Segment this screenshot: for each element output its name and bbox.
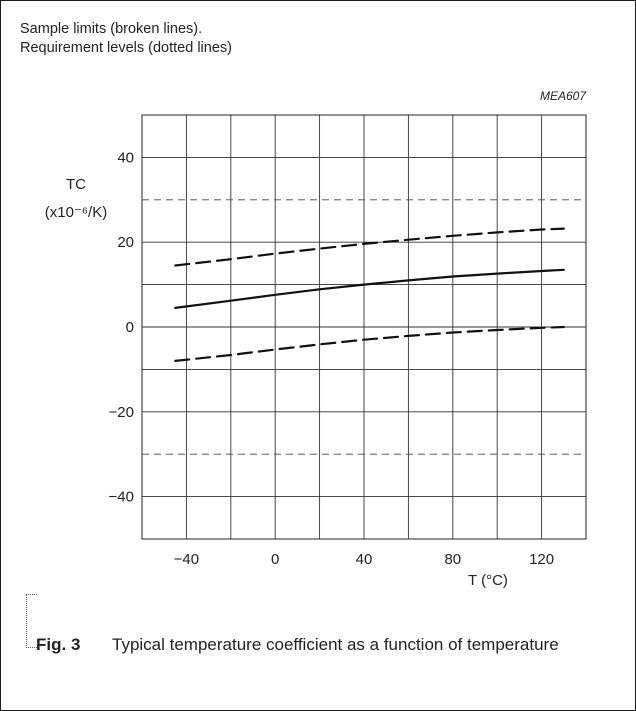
y-axis-label: TC [66,176,86,193]
x-tick-label: 40 [356,551,373,568]
figure-caption: Fig. 3 Typical temperature coefficient a… [36,634,596,656]
sample-limit-line [174,325,565,362]
series-lines [174,227,565,362]
y-axis-unit: (x10⁻⁶/K) [45,204,107,221]
chart-code: MEA607 [540,89,587,103]
sample-limit-line [174,227,565,267]
y-tick-label: 40 [117,149,134,166]
requirement-levels [142,199,586,455]
x-tick-labels: −40 0 40 80 120 [174,551,554,568]
typical-line [174,268,565,309]
grid [141,114,587,540]
note-sample-limits: Sample limits (broken lines). [20,21,203,37]
x-tick-label: 0 [271,551,279,568]
x-tick-label: 80 [444,551,461,568]
caption-fig-label: Fig. 3 [36,635,81,654]
y-tick-label: 20 [117,234,134,251]
y-tick-labels: −40 −20 0 20 40 [109,149,134,505]
y-tick-label: 0 [126,319,134,336]
x-axis-label: T (°C) [468,572,508,589]
y-tick-label: −20 [109,404,134,421]
caption-text: Typical temperature coefficient as a fun… [112,635,559,654]
caption-bracket [26,594,37,648]
x-tick-label: −40 [174,551,199,568]
y-tick-label: −40 [109,489,134,506]
x-tick-label: 120 [529,551,554,568]
chart-notes: Sample limits (broken lines). Requiremen… [20,20,232,58]
note-requirement-levels: Requirement levels (dotted lines) [20,40,232,56]
chart: MEA607 −40 −20 0 20 40 −40 0 40 80 120 TC (x10⁻⁶… [45,89,588,589]
